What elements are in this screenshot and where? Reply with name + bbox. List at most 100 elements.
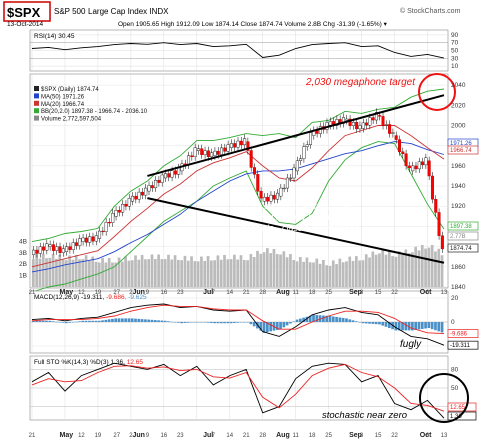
volume-bar [58,254,62,287]
candle-body [51,244,55,251]
macd-line [31,303,445,346]
volume-bar [302,261,305,287]
candle-body [84,237,88,243]
x-day-label: 23 [177,290,184,296]
rsi-tick-label: 30 [451,55,459,62]
volume-bar [206,256,210,287]
volume-bar [74,254,78,287]
candle-body [131,195,135,202]
candle-body [249,150,253,168]
macd-histogram-bar [71,322,75,323]
volume-bar [163,259,167,287]
volume-bar [150,254,154,287]
x-day-label: 14 [226,433,233,439]
macd-histogram-bar [160,320,164,322]
macd-histogram-bar [322,315,325,322]
volume-bar [117,257,121,287]
candle-body [305,144,309,147]
macd-histogram-bar [51,321,55,322]
macd-histogram-bar [209,322,213,323]
price-value-box-label: 2.77B [450,234,466,240]
x-day-label: 21 [243,433,250,439]
candle-body [351,122,355,126]
macd-histogram-bar [285,322,289,326]
macd-histogram-bar [259,322,263,331]
volume-bar [289,254,292,287]
volume-bar [88,260,91,287]
volume-bar [229,259,233,287]
macd-histogram-bar [233,322,236,323]
volume-bar [348,256,352,287]
volume-bar [177,259,180,287]
x-day-label: 9 [146,290,150,296]
macd-histogram-bar [246,322,249,323]
volume-bar [32,259,35,287]
macd-histogram-bar [81,320,85,322]
volume-bar [173,255,177,287]
volume-bar [242,259,246,287]
legend-entry: BB(20,2.0) 1897.38 - 1966.74 - 2036.10 [41,109,148,115]
volume-bar [223,254,226,287]
candle-body [259,191,263,199]
volume-bar [391,256,394,287]
volume-bar [430,245,434,287]
macd-histogram-bar [368,322,371,324]
volume-bar [292,259,296,287]
rsi-tick-label: 10 [451,63,459,70]
macd-histogram-bar [137,318,141,322]
x-day-label: 13 [441,290,448,296]
candle-body [289,177,293,179]
volume-bar [259,253,263,287]
macd-histogram-bar [48,320,52,322]
macd-histogram-bar [74,321,78,323]
macd-histogram-bar [404,322,408,331]
macd-histogram-bar [371,322,375,324]
macd-value-box-label: -19.311 [450,343,471,349]
candle-body [216,150,220,155]
volume-bar [318,263,322,287]
macd-label-hist: , -9.625 [125,294,147,301]
macd-histogram-bar [252,322,256,327]
price-tick-label: 1960 [451,163,466,170]
macd-histogram-bar [345,318,348,322]
candle-body [167,173,171,178]
candle-body [427,160,431,177]
macd-histogram-bar [101,320,104,322]
macd-histogram-bar [394,322,398,331]
volume-bar [355,256,358,287]
volume-bar [282,251,286,287]
volume-bar [437,248,441,287]
x-day-label: 7 [212,433,216,439]
stochastic-d-line [31,363,445,412]
x-day-label: 19 [95,433,102,439]
macd-histogram-bar [335,316,338,322]
bollinger-upper-line [31,88,445,243]
macd-histogram-bar [94,320,98,322]
candle-body [226,144,230,152]
annotation-line: OK, so this is a crazy chart [246,201,354,211]
macd-histogram-bar [312,314,315,322]
stochastic-value-box [447,411,477,421]
quote-line: Open 1905.65 High 1912.09 Low 1874.14 Cl… [118,21,388,28]
candle-body [147,185,151,192]
macd-histogram-bar [378,322,381,325]
candle-body [345,118,349,121]
macd-histogram-bar [275,322,279,330]
watermark: © StockCharts.com [400,7,461,15]
macd-histogram-bar [420,322,424,329]
sto-label-d: 12.65 [127,359,144,366]
candle-body [170,170,174,178]
macd-histogram-bar [38,320,42,322]
volume-bar [269,253,273,287]
volume-bar [81,259,85,287]
macd-histogram-bar [308,315,312,322]
macd-tick-label: 0 [451,319,455,326]
macd-histogram-bar [97,320,101,322]
volume-bar [213,260,216,287]
candle-body [154,179,158,189]
volume-bar [384,254,388,287]
volume-bar [183,255,187,287]
macd-histogram-bar [417,322,421,330]
candle-body [35,249,39,254]
volume-bar [137,259,141,287]
